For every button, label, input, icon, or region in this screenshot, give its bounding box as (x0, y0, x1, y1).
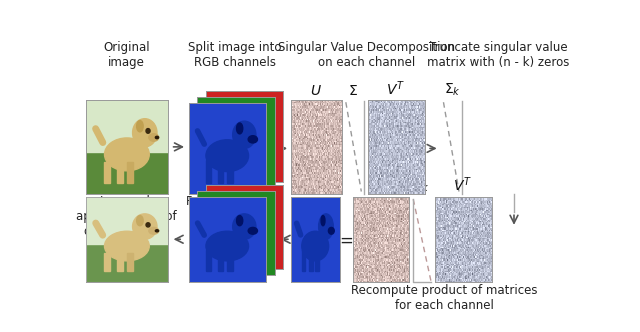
Text: Singular Value Decomposition
on each channel: Singular Value Decomposition on each cha… (278, 42, 455, 69)
Text: Recompute product of matrices
for each channel: Recompute product of matrices for each c… (351, 284, 538, 312)
Text: $\mathit{V}^T$: $\mathit{V}^T$ (386, 79, 405, 98)
Text: $\mathit{U}$: $\mathit{U}$ (376, 180, 388, 194)
Text: Truncate singular value
matrix with (n - k) zeros: Truncate singular value matrix with (n -… (428, 42, 570, 69)
Text: $\Sigma$: $\Sigma$ (348, 84, 358, 98)
Text: Original
image: Original image (103, 42, 150, 69)
Text: $\Sigma_k$: $\Sigma_k$ (444, 81, 460, 98)
Text: $\Sigma_k$: $\Sigma_k$ (413, 177, 430, 194)
Text: $\mathit{V}^T$: $\mathit{V}^T$ (453, 175, 472, 194)
Text: Low rank
approximation of
original image: Low rank approximation of original image (76, 195, 177, 238)
Text: $\mathit{A}_k$: $\mathit{A}_k$ (306, 177, 324, 194)
Text: Recombine each
channel: Recombine each channel (186, 195, 284, 223)
Text: $=$: $=$ (337, 230, 354, 248)
Text: Split image into
RGB channels: Split image into RGB channels (188, 42, 282, 69)
Text: $\mathit{U}$: $\mathit{U}$ (310, 84, 323, 98)
